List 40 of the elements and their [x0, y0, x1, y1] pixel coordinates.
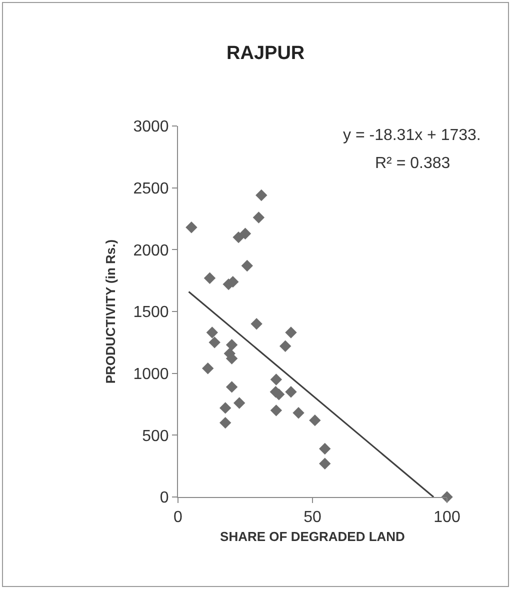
- point: [226, 339, 238, 351]
- point: [233, 397, 246, 409]
- point: [232, 231, 244, 244]
- y-tick-label: 2000: [133, 242, 169, 260]
- point: [202, 362, 214, 374]
- point: [309, 414, 321, 426]
- point: [250, 318, 262, 330]
- point: [204, 272, 216, 284]
- point: [270, 374, 282, 386]
- point: [241, 260, 253, 272]
- point: [319, 458, 331, 470]
- x-axis-title: SHARE OF DEGRADED LAND: [220, 528, 405, 544]
- point: [279, 340, 292, 352]
- point: [256, 189, 268, 202]
- point: [219, 416, 232, 429]
- annotation: y = -18.31x + 1733.: [343, 127, 481, 144]
- point: [292, 407, 304, 419]
- y-tick-label: 1000: [133, 366, 169, 383]
- point: [319, 442, 331, 455]
- y-tick-label: 1500: [133, 304, 169, 322]
- point: [208, 336, 220, 348]
- y-tick-label: 3000: [133, 118, 169, 136]
- point: [285, 386, 297, 398]
- point: [239, 228, 252, 240]
- x-tick-label: 0: [174, 509, 183, 526]
- x-tick-label: 100: [434, 509, 460, 526]
- y-tick-label: 500: [142, 428, 169, 445]
- point: [270, 404, 282, 416]
- y-tick-label: 0: [160, 490, 169, 507]
- point: [219, 402, 232, 414]
- annotation: R² = 0.383: [375, 155, 450, 172]
- point: [206, 326, 218, 338]
- point: [252, 212, 265, 224]
- y-tick-label: 2500: [133, 180, 169, 198]
- x-tick-label: 50: [304, 509, 322, 526]
- point: [186, 222, 198, 234]
- point: [285, 326, 297, 338]
- point: [226, 381, 238, 393]
- y-axis-title: PRODUCTIVITY (in Rs.): [103, 239, 118, 384]
- chart-title: RAJPUR: [226, 43, 305, 64]
